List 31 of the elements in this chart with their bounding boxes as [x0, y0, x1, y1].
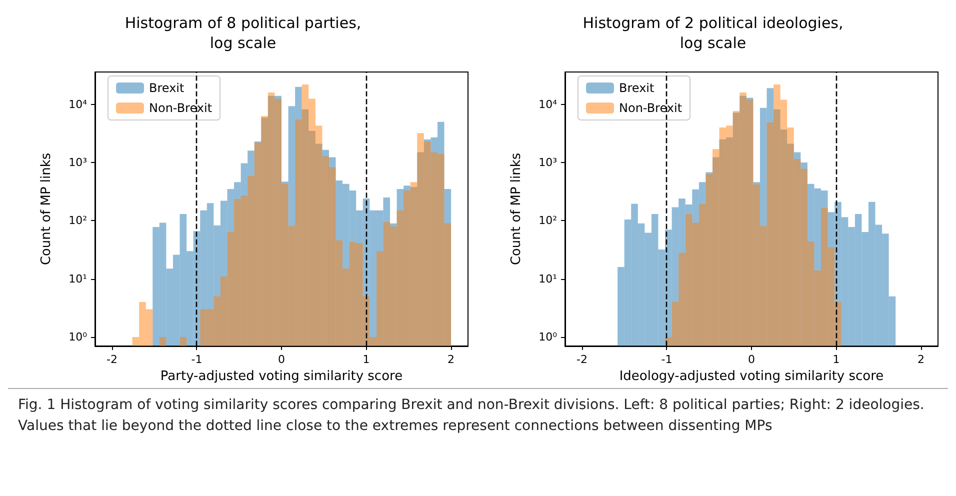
y-tick-label: 10¹: [538, 272, 557, 286]
legend-label: Brexit: [149, 81, 185, 95]
x-tick-label: 0: [748, 353, 755, 366]
y-tick-label: 10³: [68, 156, 87, 170]
y-tick-label: 10²: [68, 214, 87, 228]
x-tick-label: 0: [278, 353, 285, 366]
x-tick-label: 2: [918, 353, 925, 366]
y-tick-label: 10³: [538, 156, 557, 170]
x-axis-title: Ideology-adjusted voting similarity score: [619, 369, 884, 384]
y-tick-label: 10⁴: [538, 98, 558, 111]
legend-label: Non-Brexit: [619, 101, 682, 115]
x-axis-title: Party-adjusted voting similarity score: [160, 369, 403, 384]
x-tick-label: 1: [362, 353, 370, 366]
y-tick-label: 10⁰: [538, 330, 558, 344]
y-tick-label: 10²: [538, 214, 557, 228]
legend-label: Brexit: [619, 81, 655, 95]
chart-title: Histogram of 8 political parties, log scale: [124, 14, 362, 52]
x-tick-label: -2: [576, 353, 588, 366]
x-tick-label: 1: [832, 353, 840, 366]
x-tick-label: -2: [106, 353, 118, 366]
y-tick-label: 10¹: [68, 272, 87, 286]
x-tick-label: 2: [448, 353, 455, 366]
caption: Fig. 1 Histogram of voting similarity scores comparing Brexit and non-Brexit divisions. Left: 8 political parties; Right: 2 ideologies. Values that lie beyond the dotted line close to the extremes represent connections between dissenting MPs: [8, 388, 948, 443]
x-tick-label: -1: [191, 353, 202, 366]
y-axis-title: Count of MP links: [39, 152, 54, 266]
x-tick-label: -1: [661, 353, 672, 366]
y-axis-title: Count of MP links: [509, 152, 524, 266]
chart-title: Histogram of 2 political ideologies, log scale: [582, 14, 844, 52]
legend-label: Non-Brexit: [149, 101, 212, 115]
y-tick-label: 10⁰: [68, 330, 88, 344]
y-tick-label: 10⁴: [68, 98, 88, 111]
